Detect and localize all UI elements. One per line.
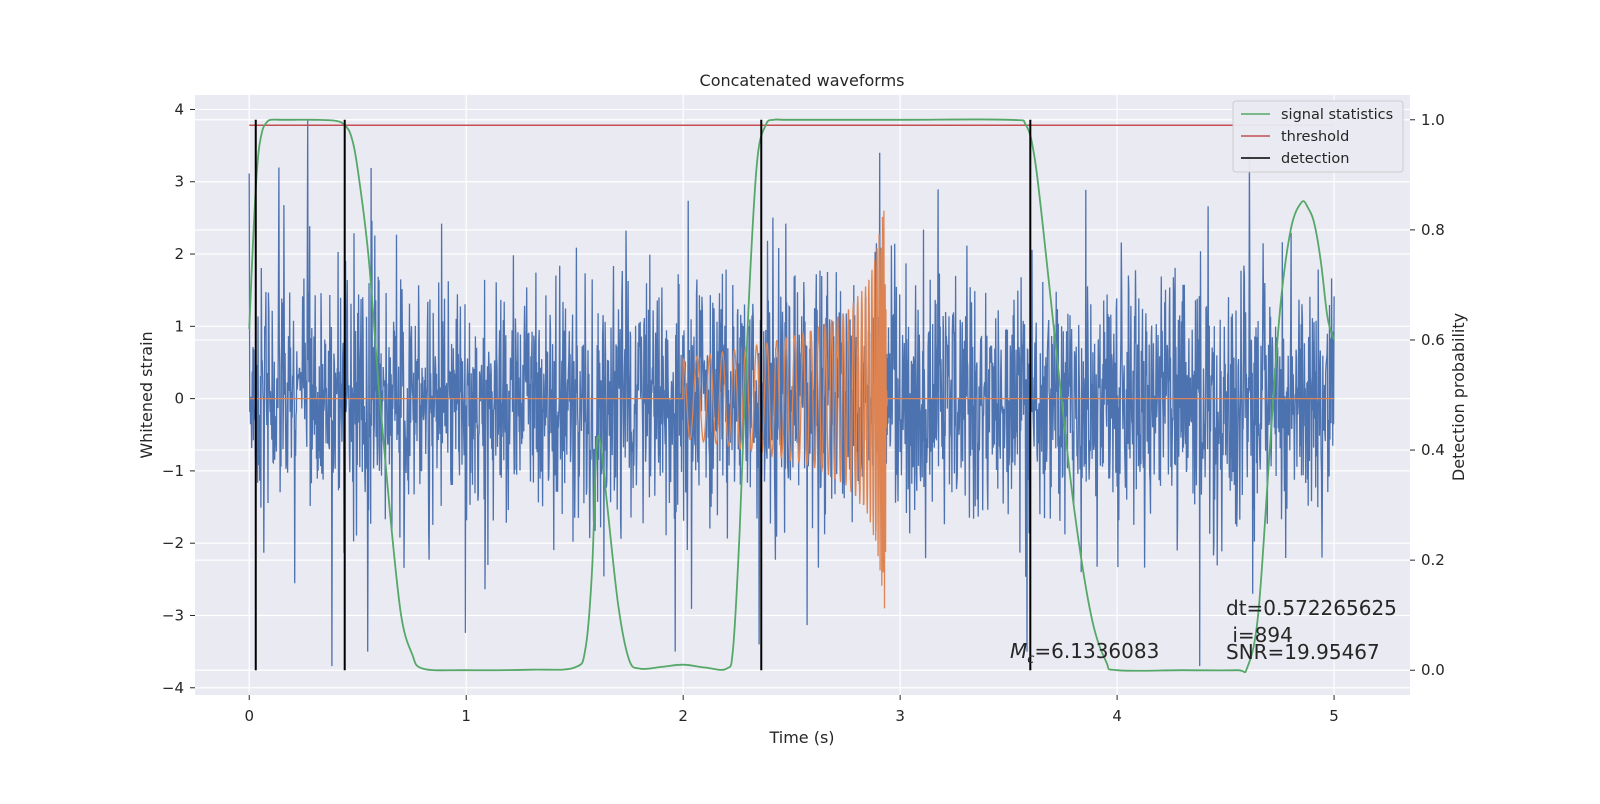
y-tick-label-left: 3 bbox=[174, 173, 184, 191]
y-tick-label-right: 0.0 bbox=[1421, 661, 1445, 679]
legend: signal statistics threshold detection bbox=[1232, 100, 1404, 173]
x-tick-label: 5 bbox=[1329, 707, 1339, 725]
x-tick-label: 1 bbox=[461, 707, 471, 725]
legend-label-detection: detection bbox=[1281, 151, 1349, 167]
y-tick-label-left: 2 bbox=[174, 245, 184, 263]
x-tick-label: 2 bbox=[678, 707, 688, 725]
chirp-mass-subscript: c bbox=[1027, 652, 1034, 667]
legend-label-threshold: threshold bbox=[1281, 129, 1349, 145]
dt-annotation: dt=0.572265625 bbox=[1226, 596, 1397, 620]
chirp-mass-symbol: M bbox=[1010, 639, 1027, 663]
x-tick-label: 3 bbox=[895, 707, 905, 725]
legend-label-signal-statistics: signal statistics bbox=[1281, 107, 1393, 123]
y-tick-label-right: 0.8 bbox=[1421, 221, 1445, 239]
y-tick-label-left: 4 bbox=[174, 100, 184, 118]
y-tick-label-right: 0.2 bbox=[1421, 551, 1445, 569]
x-axis-label: Time (s) bbox=[768, 728, 834, 747]
y-tick-label-left: 1 bbox=[174, 317, 184, 335]
chirp-mass-value: =6.1336083 bbox=[1034, 639, 1159, 663]
chirp-mass-annotation: Mc=6.1336083 bbox=[1010, 639, 1159, 667]
y-tick-label-left: −4 bbox=[162, 679, 184, 697]
signal-statistics-line bbox=[248, 118, 1335, 674]
x-tick-label: 0 bbox=[244, 707, 254, 725]
y-tick-label-right: 0.4 bbox=[1421, 441, 1445, 459]
x-tick-label: 4 bbox=[1112, 707, 1122, 725]
y-tick-label-left: −2 bbox=[162, 534, 184, 552]
legend-frame bbox=[1232, 100, 1404, 173]
probability-series bbox=[248, 118, 1335, 674]
y-tick-label-right: 1.0 bbox=[1421, 111, 1445, 129]
y-tick-label-left: 0 bbox=[174, 390, 184, 408]
y-tick-label-left: −1 bbox=[162, 462, 184, 480]
y-axis-label-right: Detection probability bbox=[1449, 313, 1468, 481]
strain-series bbox=[248, 120, 1335, 667]
y-tick-label-left: −3 bbox=[162, 606, 184, 624]
chart-title: Concatenated waveforms bbox=[700, 71, 905, 90]
y-axis-label-left: Whitened strain bbox=[137, 331, 156, 458]
y-tick-label-right: 0.6 bbox=[1421, 331, 1445, 349]
chirp-waveform-line bbox=[249, 210, 1335, 609]
axes: 0 1 2 3 4 5 4 3 2 1 0 −1 −2 −3 −4 1.0 0.8 0.6 0.4 0.2 0.0 bbox=[162, 100, 1445, 725]
snr-annotation: SNR=19.95467 bbox=[1226, 640, 1380, 664]
index-annotation: i=894 bbox=[1226, 623, 1293, 647]
